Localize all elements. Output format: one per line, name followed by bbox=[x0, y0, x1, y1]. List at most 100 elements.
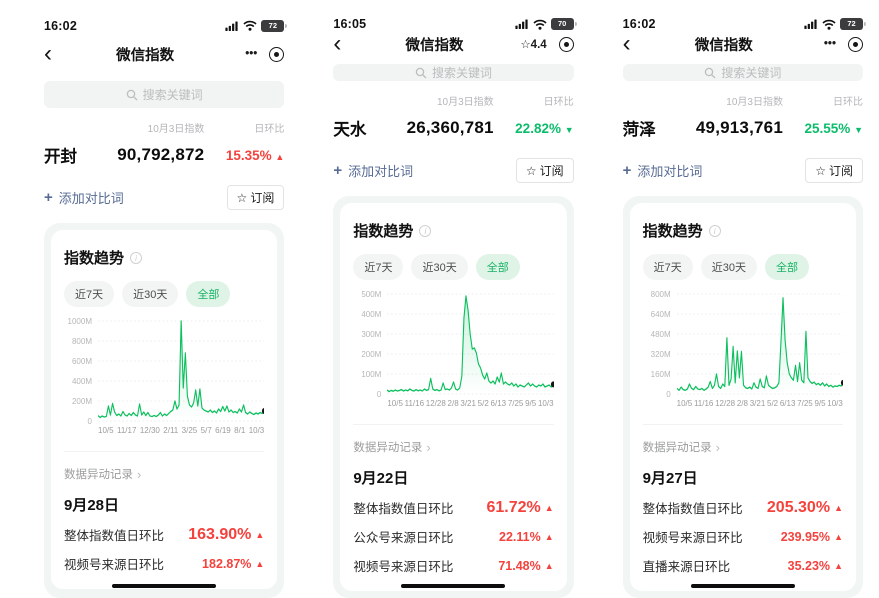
anomaly-date: 9月22日 bbox=[353, 470, 409, 487]
anomaly-metric-label: 整体指数值日环比 bbox=[642, 502, 743, 516]
search-input[interactable]: 搜索关键词 bbox=[44, 81, 285, 108]
anomaly-metric-value: 61.72% ▲ bbox=[486, 498, 554, 516]
back-icon[interactable]: ‹ bbox=[44, 40, 52, 67]
miniprogram-exit-icon[interactable] bbox=[558, 36, 574, 52]
trend-title: 指数趋势 bbox=[642, 223, 703, 240]
status-time: 16:05 bbox=[333, 17, 367, 31]
keyword-row[interactable]: 开封 90,792,872 15.35% ▲ bbox=[44, 143, 284, 167]
tab-all[interactable]: 全部 bbox=[475, 254, 520, 280]
add-compare-button[interactable]: + 添加对比词 bbox=[333, 162, 414, 179]
trend-card: 指数趋势 i 近7天 近30天 全部 1000M 800M 600M 400M 200M… bbox=[44, 223, 285, 598]
x-tick-label: 2/11 bbox=[163, 426, 179, 435]
range-tabs: 近7天 近30天 全部 bbox=[64, 281, 264, 307]
tab-all[interactable]: 全部 bbox=[186, 281, 231, 307]
anomaly-rows: 整体指数值日环比 163.90% ▲ 视频号来源日环比 182.87% ▲ bbox=[64, 525, 264, 573]
tab-30days[interactable]: 近30天 bbox=[700, 254, 758, 280]
miniprogram-exit-icon[interactable] bbox=[269, 46, 285, 62]
status-time: 16:02 bbox=[44, 18, 77, 33]
subscribe-button[interactable]: ☆ 订阅 bbox=[805, 158, 863, 183]
y-tick-label: 300M bbox=[361, 329, 382, 339]
anomaly-records-link[interactable]: 数据异动记录 › bbox=[64, 466, 142, 482]
anomaly-metric-value: 182.87% ▲ bbox=[202, 556, 265, 571]
search-input[interactable]: 搜索关键词 bbox=[622, 64, 863, 81]
day-ratio-label: 日环比 bbox=[832, 97, 863, 108]
home-indicator[interactable] bbox=[401, 584, 506, 588]
index-date-label: 10月3日指数 bbox=[147, 124, 205, 135]
x-tick-label: 5/7 bbox=[200, 426, 212, 435]
range-tabs: 近7天 近30天 全部 bbox=[642, 254, 843, 280]
home-indicator[interactable] bbox=[112, 584, 217, 588]
subscribe-button[interactable]: ☆ 订阅 bbox=[226, 185, 285, 210]
keyword-index-value: 26,360,781 bbox=[406, 118, 494, 137]
y-tick-label: 0 bbox=[666, 389, 671, 399]
tab-30days[interactable]: 近30天 bbox=[122, 281, 179, 307]
x-tick-label: 8/1 bbox=[234, 426, 246, 435]
trend-chart[interactable]: 500M 400M 300M 200M 100M 0 10/5 11/16 12/28 2/8 3… bbox=[353, 290, 554, 408]
info-icon[interactable]: i bbox=[708, 224, 721, 237]
x-tick-label: 2/8 bbox=[447, 399, 459, 408]
info-icon[interactable]: i bbox=[130, 251, 143, 264]
latest-point-dot bbox=[261, 408, 265, 414]
back-icon[interactable]: ‹ bbox=[333, 30, 342, 57]
chart-y-axis: 1000M 800M 600M 400M 200M 0 bbox=[64, 317, 98, 426]
x-tick-label: 5/2 bbox=[767, 399, 779, 408]
trend-line bbox=[387, 295, 554, 393]
tab-30days[interactable]: 近30天 bbox=[411, 254, 468, 280]
x-tick-label: 10/5 bbox=[98, 426, 114, 435]
up-arrow-icon: ▲ bbox=[834, 560, 843, 571]
miniprogram-exit-icon[interactable] bbox=[847, 36, 863, 52]
cellular-signal-icon bbox=[515, 19, 528, 29]
x-tick-label: 3/21 bbox=[460, 399, 476, 408]
search-input[interactable]: 搜索关键词 bbox=[333, 64, 574, 81]
anomaly-records-link[interactable]: 数据异动记录 › bbox=[642, 439, 720, 455]
chart-plot bbox=[387, 292, 554, 396]
x-tick-label: 3/25 bbox=[181, 426, 198, 435]
search-placeholder: 搜索关键词 bbox=[721, 66, 782, 80]
trend-chart[interactable]: 800M 640M 480M 320M 160M 0 10/5 11/16 12/28 2/8 3… bbox=[643, 290, 843, 408]
x-tick-label: 6/19 bbox=[215, 426, 231, 435]
x-tick-label: 7/25 bbox=[507, 399, 524, 408]
plus-icon: + bbox=[333, 162, 343, 179]
chart-plot bbox=[676, 292, 843, 396]
y-tick-label: 400M bbox=[71, 376, 92, 386]
trend-line-chart bbox=[98, 320, 265, 422]
anomaly-records-link[interactable]: 数据异动记录 › bbox=[353, 439, 431, 455]
wifi-icon bbox=[822, 19, 836, 30]
keyword-row[interactable]: 天水 26,360,781 22.82% ▼ bbox=[333, 116, 573, 140]
add-compare-button[interactable]: + 添加对比词 bbox=[44, 189, 124, 206]
page-title: 微信指数 bbox=[405, 37, 464, 54]
x-tick-label: 11/16 bbox=[693, 399, 714, 408]
x-tick-label: 12/28 bbox=[715, 399, 736, 408]
x-tick-label: 10/3 bbox=[248, 426, 265, 435]
rating-badge[interactable]: ☆4.4 bbox=[520, 39, 547, 51]
tab-all[interactable]: 全部 bbox=[765, 254, 810, 280]
day-ratio-label: 日环比 bbox=[543, 97, 574, 108]
home-indicator[interactable] bbox=[690, 584, 795, 588]
anomaly-row: 整体指数值日环比 163.90% ▲ bbox=[64, 525, 264, 544]
chevron-right-icon: › bbox=[426, 439, 431, 455]
more-icon[interactable]: ••• bbox=[245, 48, 258, 60]
tab-7days[interactable]: 近7天 bbox=[353, 254, 404, 280]
up-arrow-icon: ▲ bbox=[544, 502, 554, 513]
up-arrow-icon: ▲ bbox=[255, 529, 265, 540]
back-icon[interactable]: ‹ bbox=[622, 30, 631, 57]
range-tabs: 近7天 近30天 全部 bbox=[353, 254, 553, 280]
trend-chart[interactable]: 1000M 800M 600M 400M 200M 0 10/5 11/17 12/30 2/1… bbox=[64, 317, 265, 435]
tab-7days[interactable]: 近7天 bbox=[64, 281, 115, 307]
x-tick-label: 6/13 bbox=[779, 399, 796, 408]
subscribe-button[interactable]: ☆ 订阅 bbox=[515, 158, 574, 183]
trend-title: 指数趋势 bbox=[64, 250, 125, 267]
search-icon bbox=[415, 67, 427, 78]
anomaly-row: 公众号来源日环比 22.11% ▲ bbox=[353, 527, 553, 546]
index-column-headers: 10月3日指数 日环比 bbox=[44, 120, 285, 135]
more-icon[interactable]: ••• bbox=[823, 38, 836, 50]
x-tick-label: 11/16 bbox=[404, 399, 425, 408]
tab-7days[interactable]: 近7天 bbox=[642, 254, 693, 280]
keyword-index-value: 90,792,872 bbox=[117, 145, 205, 164]
info-icon[interactable]: i bbox=[419, 224, 432, 237]
add-compare-button[interactable]: + 添加对比词 bbox=[622, 162, 703, 179]
index-date-label: 10月3日指数 bbox=[726, 97, 783, 108]
index-column-headers: 10月3日指数 日环比 bbox=[333, 93, 574, 108]
latest-point-dot bbox=[840, 379, 843, 386]
keyword-row[interactable]: 菏泽 49,913,761 25.55% ▼ bbox=[623, 116, 863, 140]
